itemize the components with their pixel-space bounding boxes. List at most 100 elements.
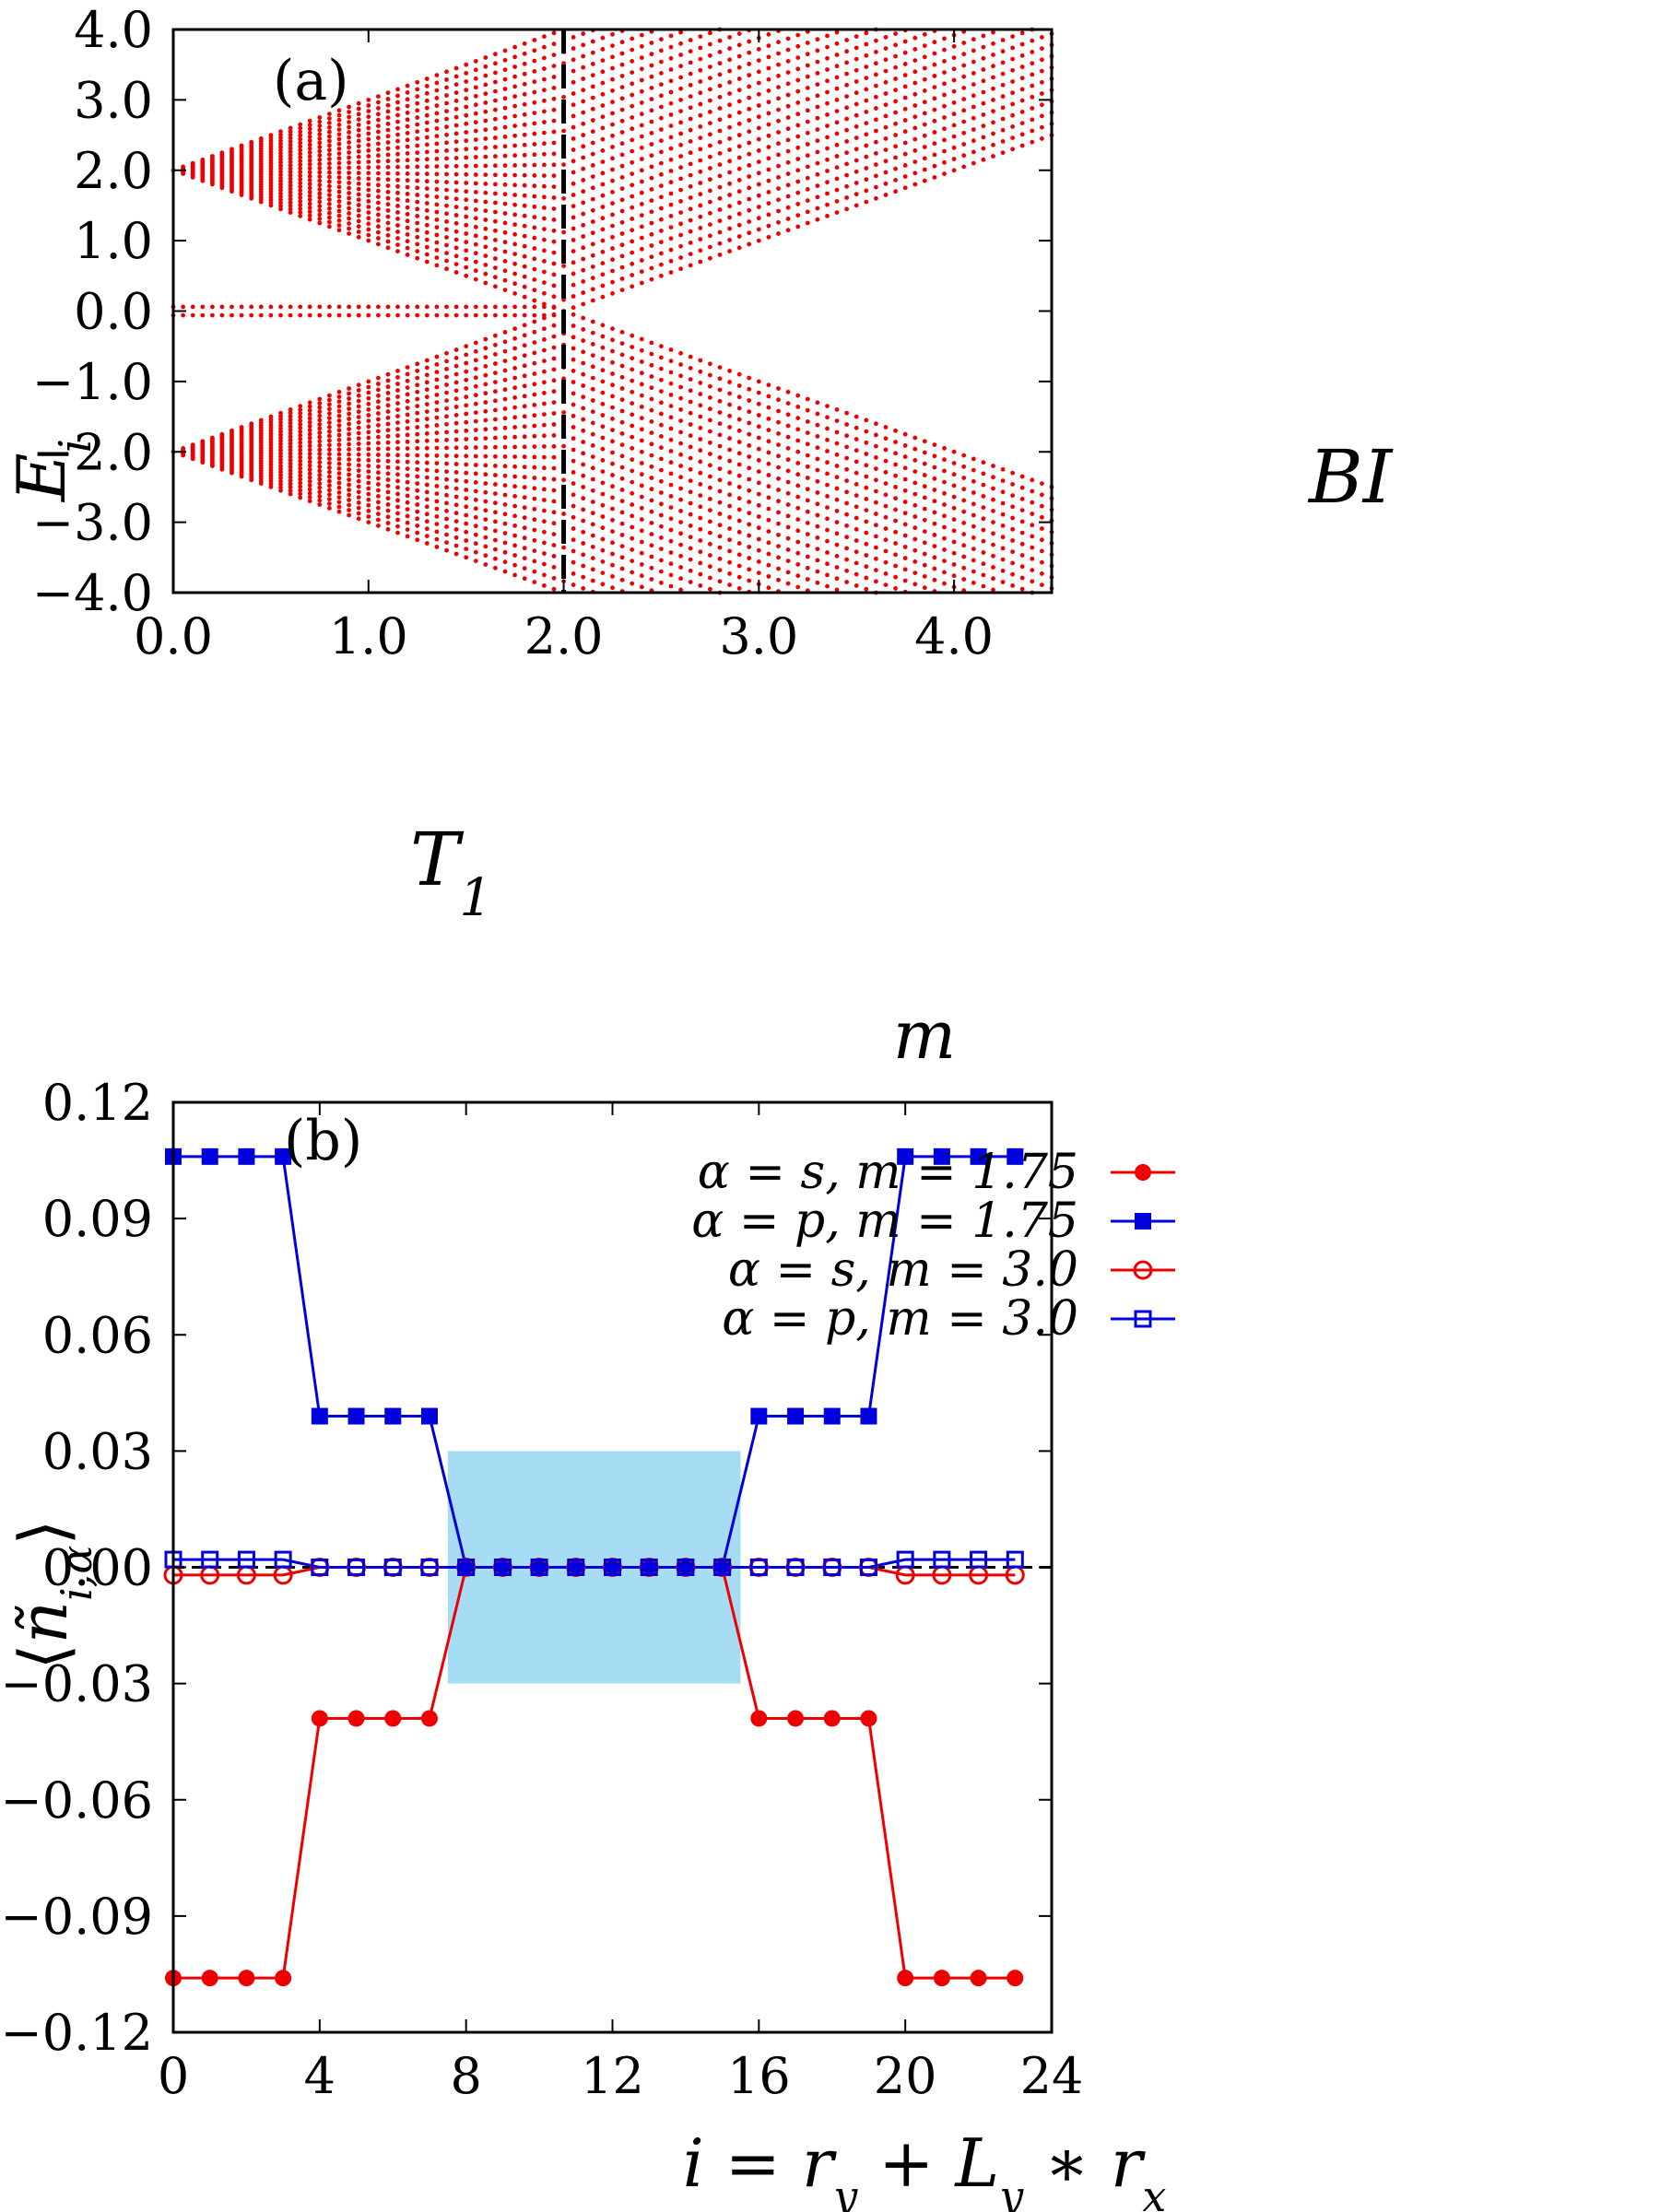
panel-a-ticks: 0.0 1.0 2.0 3.0 4.0 4.0 3.0 2.0 1.0 0.0 −1.0 −2.0 −3… [32, 1, 1052, 665]
data-point-3 [383, 1559, 402, 1576]
panel-b-series-markers [163, 1147, 1025, 1987]
region-label-t1: T1 [410, 817, 492, 928]
y-tick-label: −0.12 [1, 2004, 153, 2062]
panel-b-ticks: 0 4 8 12 16 20 24 0.12 0.09 0.06 0.03 0.00 −0.03 −0.0… [1, 1074, 1084, 2105]
data-point-3 [640, 1559, 658, 1576]
data-point-3 [823, 1559, 842, 1576]
data-point-0 [420, 1710, 438, 1727]
region-label-bi: BI [1307, 434, 1394, 520]
data-point-3 [1006, 1550, 1024, 1569]
data-point-3 [201, 1550, 219, 1569]
data-point-1 [933, 1147, 950, 1165]
data-point-0 [970, 1970, 987, 1987]
panel-a-x-axis-title: m [893, 996, 956, 1074]
x-tick-label: 12 [581, 2047, 644, 2105]
data-point-0 [1007, 1970, 1024, 1987]
panel-b-x-axis-title: i = ry + Ly ∗ rx [683, 2124, 1167, 2212]
data-point-1 [531, 1559, 548, 1576]
data-point-1 [970, 1147, 987, 1165]
x-tick-label: 8 [450, 2047, 481, 2105]
data-point-3 [347, 1559, 366, 1576]
data-point-1 [604, 1559, 621, 1576]
y-tick-label: 3.0 [74, 71, 153, 129]
data-point-3 [604, 1559, 621, 1576]
data-point-0 [311, 1710, 328, 1727]
y-tick-label: 1.0 [74, 212, 153, 270]
data-point-3 [493, 1559, 512, 1576]
data-point-1 [750, 1407, 768, 1425]
data-point-1 [384, 1407, 402, 1425]
legend-marker [1133, 1260, 1153, 1280]
data-point-1 [311, 1407, 328, 1425]
data-point-0 [860, 1710, 877, 1727]
data-point-1 [347, 1407, 365, 1425]
data-point-1 [713, 1559, 731, 1576]
data-point-1 [457, 1559, 475, 1576]
data-point-1 [677, 1559, 694, 1576]
legend-entry-label: α = s, m = 1.75 [698, 1145, 1078, 1200]
legend-marker [1135, 1164, 1151, 1181]
data-point-3 [786, 1559, 805, 1576]
panel-b-legend: α = s, m = 1.75α = p, m = 1.75α = s, m =… [691, 1145, 1175, 1347]
data-point-0 [897, 1970, 914, 1987]
data-point-0 [933, 1970, 950, 1987]
x-tick-label: 1.0 [329, 607, 408, 665]
panel-a-label: (a) [273, 49, 349, 113]
data-point-0 [787, 1710, 805, 1727]
x-tick-label: 20 [874, 2047, 937, 2105]
data-point-3 [713, 1559, 732, 1576]
x-tick-label: 0 [158, 2047, 189, 2105]
legend-marker [1135, 1213, 1151, 1230]
x-tick-label: 4.0 [914, 607, 994, 665]
data-point-3 [933, 1550, 951, 1569]
legend-marker [1134, 1310, 1152, 1328]
y-tick-label: −1.0 [32, 353, 153, 411]
data-point-3 [970, 1550, 988, 1569]
y-tick-label: 0.0 [74, 283, 153, 341]
data-point-3 [274, 1550, 292, 1569]
panel-a: 0.0 1.0 2.0 3.0 4.0 4.0 3.0 2.0 1.0 0.0 −1.0 −2.0 −3… [3, 1, 1394, 1074]
data-point-0 [384, 1710, 402, 1727]
y-tick-label: 0.06 [42, 1306, 153, 1364]
x-tick-label: 24 [1020, 2047, 1084, 2105]
data-point-0 [750, 1710, 768, 1727]
y-tick-label: 2.0 [74, 142, 153, 200]
data-point-1 [275, 1147, 292, 1165]
data-point-1 [897, 1147, 914, 1165]
y-tick-label: 0.03 [42, 1422, 153, 1480]
data-point-1 [860, 1407, 877, 1425]
data-point-1 [567, 1559, 584, 1576]
y-tick-label: −0.06 [1, 1771, 153, 1830]
panel-b: 0 4 8 12 16 20 24 0.12 0.09 0.06 0.03 0.00 −0.03 −0.0… [1, 1074, 1175, 2212]
y-tick-label: 0.00 [42, 1539, 153, 1597]
data-point-1 [787, 1407, 805, 1425]
data-point-3 [420, 1559, 439, 1576]
y-tick-label: 4.0 [74, 1, 153, 59]
y-tick-label: −4.0 [32, 564, 153, 622]
data-point-1 [201, 1147, 218, 1165]
y-tick-label: −2.0 [32, 423, 153, 481]
y-tick-label: −0.09 [1, 1888, 153, 1946]
data-point-0 [275, 1970, 292, 1987]
data-point-3 [457, 1559, 476, 1576]
legend-entry-label: α = s, m = 3.0 [728, 1242, 1078, 1298]
data-point-3 [896, 1550, 914, 1569]
data-point-1 [823, 1407, 841, 1425]
y-tick-label: 0.12 [42, 1074, 153, 1132]
legend-entry-label: α = p, m = 1.75 [691, 1194, 1078, 1249]
data-point-0 [347, 1710, 365, 1727]
x-tick-label: 0.0 [134, 607, 213, 665]
legend-entry-label: α = p, m = 3.0 [722, 1291, 1078, 1347]
panel-b-label: (b) [284, 1109, 362, 1173]
data-point-3 [530, 1559, 548, 1576]
data-point-0 [238, 1970, 255, 1987]
data-point-3 [311, 1559, 329, 1576]
x-tick-label: 3.0 [719, 607, 798, 665]
data-point-3 [677, 1559, 695, 1576]
data-point-3 [749, 1559, 768, 1576]
x-tick-label: 4 [304, 2047, 336, 2105]
data-point-1 [494, 1559, 512, 1576]
data-point-3 [859, 1559, 877, 1576]
data-point-0 [823, 1710, 841, 1727]
